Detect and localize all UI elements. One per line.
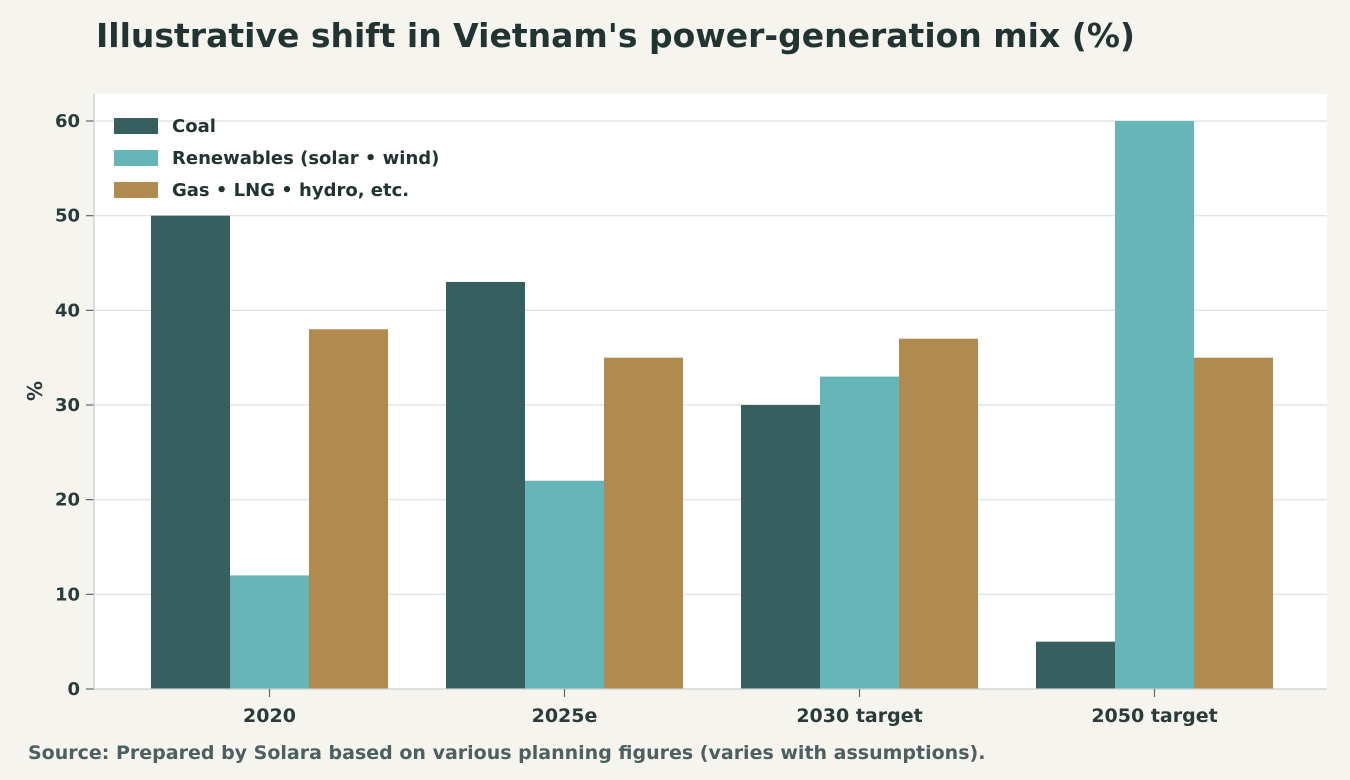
legend-swatch: [114, 182, 158, 198]
bar: [604, 357, 683, 689]
bar: [525, 480, 604, 689]
y-tick-label: 60: [55, 111, 80, 132]
legend: Coal Renewables (solar • wind) Gas • LNG •…: [114, 110, 439, 206]
y-tick-label: 30: [55, 395, 80, 416]
legend-label: Gas • LNG • hydro, etc.: [172, 179, 410, 201]
legend-label: Coal: [172, 115, 216, 137]
y-axis-label: %: [23, 381, 47, 401]
legend-item: Coal: [114, 110, 439, 142]
bar: [230, 575, 309, 689]
tick-labels: 0 10 20 30 40 50 60 2020 2025e 2030 target 2050 ta…: [55, 111, 1218, 727]
chart-title: Illustrative shift in Vietnam's power-ge…: [96, 16, 1135, 55]
bar: [1115, 121, 1194, 689]
bar: [741, 405, 820, 689]
legend-item: Renewables (solar • wind): [114, 142, 439, 174]
bar: [1194, 357, 1273, 689]
bars: [151, 121, 1273, 689]
y-tick-label: 40: [55, 300, 80, 321]
y-tick-label: 50: [55, 206, 80, 227]
legend-label: Renewables (solar • wind): [172, 147, 440, 169]
y-tick-label: 10: [55, 584, 80, 605]
legend-swatch: [114, 150, 158, 166]
bar: [1036, 641, 1115, 689]
x-tick-label: 2030 target: [796, 705, 922, 727]
source-note: Source: Prepared by Solara based on vari…: [28, 742, 986, 764]
bar: [446, 281, 525, 689]
y-tick-label: 0: [67, 679, 80, 700]
legend-swatch: [114, 118, 158, 134]
x-tick-label: 2020: [243, 705, 296, 727]
legend-item: Gas • LNG • hydro, etc.: [114, 174, 439, 206]
x-tick-label: 2050 target: [1091, 705, 1217, 727]
y-tick-label: 20: [55, 490, 80, 511]
bar: [820, 376, 899, 689]
bar: [151, 215, 230, 689]
bar: [309, 329, 388, 689]
x-tick-label: 2025e: [532, 705, 598, 727]
bar: [899, 338, 978, 689]
axes: [86, 94, 1327, 697]
